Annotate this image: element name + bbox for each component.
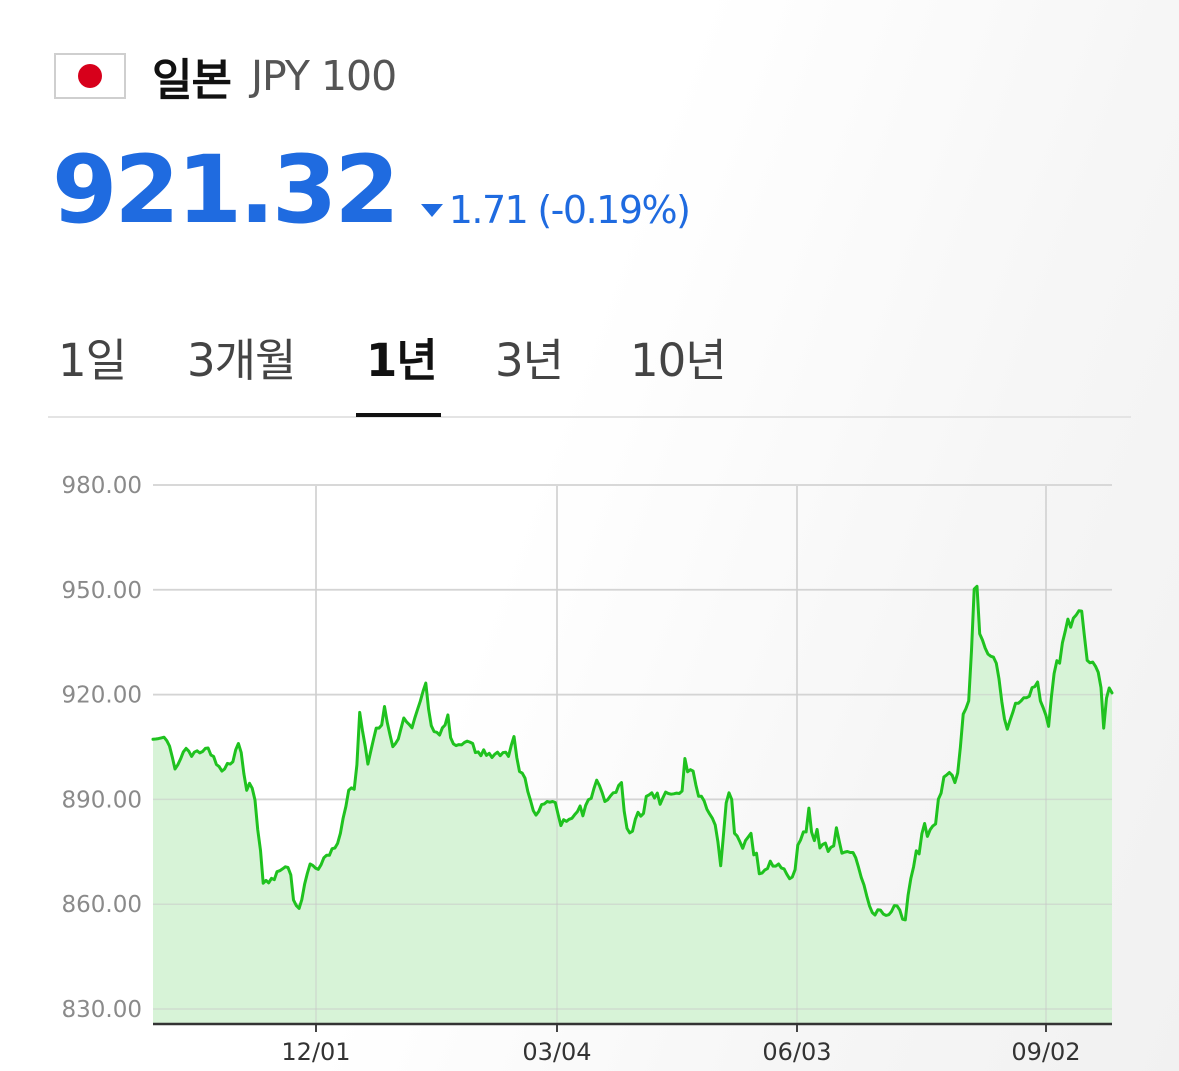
y-tick-label: 980.00 <box>62 473 142 499</box>
series-line <box>151 584 1114 922</box>
price-change: 1.71 (-0.19%) <box>420 188 691 232</box>
currency-header: 일본 JPY 100 <box>54 48 397 106</box>
tab-1-day[interactable]: 1일 <box>58 334 127 387</box>
flag-red-disc <box>78 64 102 88</box>
current-price: 921.32 <box>52 136 400 245</box>
exchange-rate-chart: 980.00 950.00 920.00 890.00 860.00 830.00 12/0… <box>62 473 1114 1065</box>
y-tick-label: 830.00 <box>62 997 142 1023</box>
japan-flag-icon <box>54 53 126 99</box>
currency-code: JPY 100 <box>250 52 397 100</box>
active-tab-indicator <box>356 413 441 417</box>
change-percent: (-0.19%) <box>537 188 691 232</box>
series-area-fill <box>153 586 1112 1024</box>
x-tick-label: 12/01 <box>281 1038 350 1065</box>
quote-row: 921.32 1.71 (-0.19%) <box>52 136 691 246</box>
down-triangle-icon <box>420 203 443 217</box>
change-amount: 1.71 <box>448 188 529 232</box>
x-tick-label: 09/02 <box>1011 1038 1080 1065</box>
tab-3-months[interactable]: 3개월 <box>187 334 296 387</box>
period-tabs: 1일 3개월 1년 3년 10년 <box>48 310 1131 418</box>
country-name: 일본 <box>152 55 232 106</box>
y-tick-label: 860.00 <box>62 892 142 918</box>
y-tick-label: 950.00 <box>62 578 142 604</box>
x-tick-label: 06/03 <box>762 1038 831 1065</box>
y-tick-label: 890.00 <box>62 787 142 813</box>
x-tick-label: 03/04 <box>522 1038 591 1065</box>
tab-1-year[interactable]: 1년 <box>366 334 438 387</box>
tab-3-years[interactable]: 3년 <box>495 334 564 387</box>
tab-10-years[interactable]: 10년 <box>630 334 727 387</box>
y-tick-label: 920.00 <box>62 683 142 709</box>
